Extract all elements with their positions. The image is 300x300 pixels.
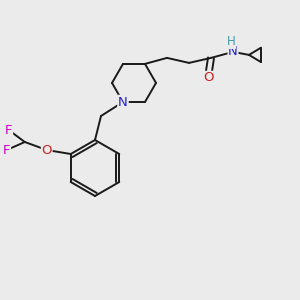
Text: H: H — [226, 35, 236, 48]
Text: O: O — [41, 143, 52, 157]
Text: O: O — [203, 71, 213, 84]
Text: N: N — [118, 95, 128, 109]
Text: N: N — [228, 45, 238, 58]
Text: N: N — [118, 95, 128, 109]
Text: F: F — [5, 124, 13, 136]
Text: F: F — [3, 143, 10, 157]
